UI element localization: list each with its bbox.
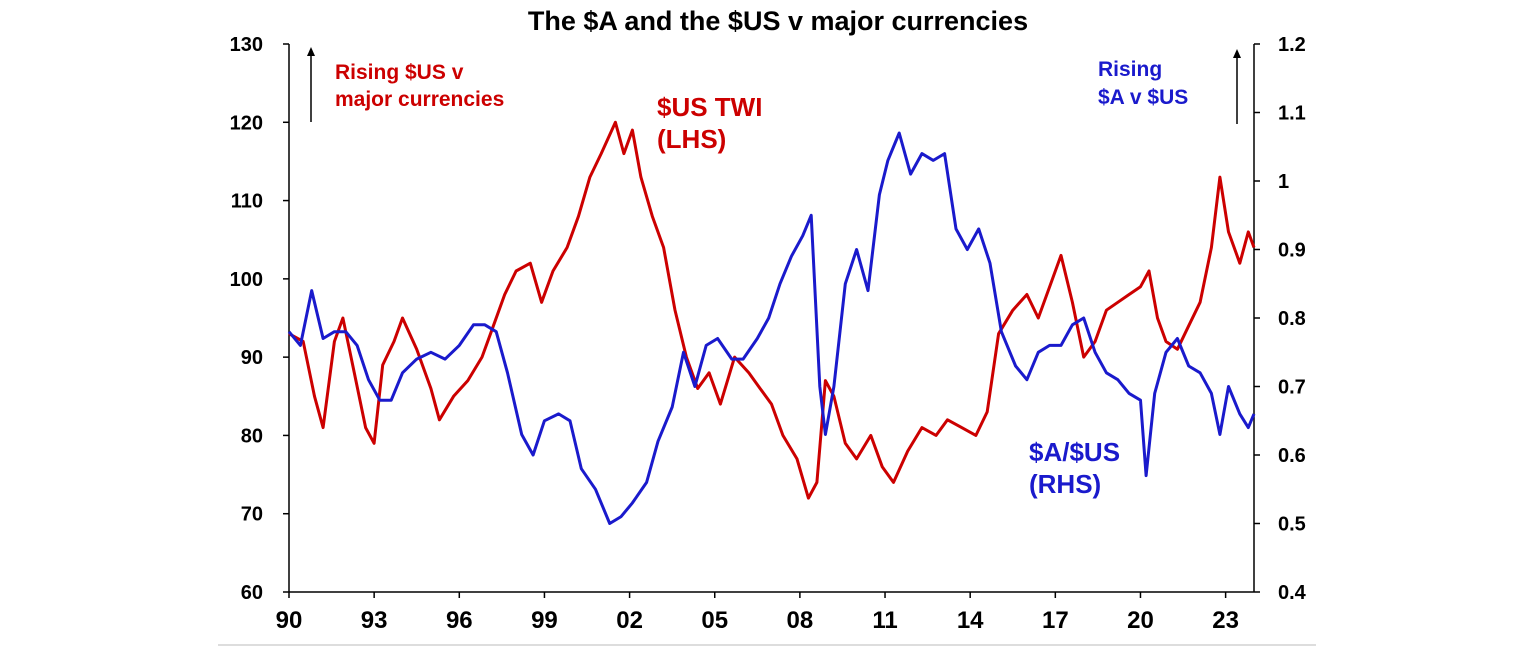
left-tick-label: 120 — [230, 112, 263, 134]
x-tick-label: 14 — [957, 607, 984, 634]
us-twi-line — [288, 120, 1256, 500]
right-tick-label: 0.7 — [1278, 377, 1306, 399]
right-tick-label: 0.5 — [1278, 514, 1306, 536]
x-tick-label: 23 — [1212, 607, 1239, 634]
rising-a-annotation: Rising $A v $US — [1098, 49, 1241, 124]
x-tick-label: 11 — [872, 607, 897, 634]
x-tick-label: 17 — [1042, 607, 1069, 634]
chart-title: The $A and the $US v major currencies — [528, 6, 1028, 36]
rising-us-text-2: major currencies — [335, 88, 504, 111]
x-axis-ticks: 90 93 96 99 02 05 08 11 14 17 20 23 — [276, 592, 1239, 634]
up-arrow-left-head-icon — [307, 47, 315, 56]
x-tick-label: 99 — [531, 607, 558, 634]
a-us-label: $A/$US (RHS) — [1029, 437, 1120, 499]
us-twi-label-2: (LHS) — [657, 124, 726, 154]
x-tick-label: 96 — [446, 607, 473, 634]
x-tick-label: 02 — [616, 607, 643, 634]
x-tick-label: 20 — [1127, 607, 1154, 634]
us-twi-label-1: $US TWI — [657, 92, 762, 122]
x-tick-label: 08 — [787, 607, 814, 634]
left-tick-label: 130 — [230, 34, 263, 56]
plot-frame — [288, 44, 1255, 593]
us-twi-label: $US TWI (LHS) — [657, 92, 762, 154]
left-tick-label: 110 — [231, 191, 263, 213]
left-tick-label: 100 — [230, 269, 263, 291]
a-us-label-2: (RHS) — [1029, 469, 1101, 499]
right-tick-label: 0.6 — [1278, 445, 1306, 467]
right-axis-ticks: 1.2 1.1 1 0.9 0.8 0.7 0.6 0.5 0.4 — [1254, 34, 1307, 604]
right-tick-label: 0.9 — [1278, 240, 1306, 262]
x-tick-label: 93 — [361, 607, 388, 634]
right-tick-label: 0.4 — [1278, 582, 1307, 604]
rising-a-text-1: Rising — [1098, 58, 1162, 81]
rising-us-text-1: Rising $US v — [335, 61, 464, 84]
left-tick-label: 60 — [241, 582, 263, 604]
right-tick-label: 0.8 — [1278, 308, 1306, 330]
a-us-label-1: $A/$US — [1029, 437, 1120, 467]
right-tick-label: 1.1 — [1278, 103, 1306, 125]
right-tick-label: 1 — [1278, 171, 1289, 193]
left-axis-ticks: 130 120 110 100 90 80 70 60 — [230, 34, 289, 604]
up-arrow-right-head-icon — [1233, 49, 1241, 58]
aud-usd-line — [287, 131, 1256, 525]
left-tick-label: 80 — [241, 425, 263, 447]
rising-us-annotation: Rising $US v major currencies — [307, 47, 504, 122]
left-tick-label: 70 — [241, 504, 263, 526]
rising-a-text-2: $A v $US — [1098, 86, 1188, 109]
right-tick-label: 1.2 — [1278, 34, 1306, 56]
x-tick-label: 05 — [701, 607, 728, 634]
x-tick-label: 90 — [276, 607, 303, 634]
left-tick-label: 90 — [241, 347, 263, 369]
